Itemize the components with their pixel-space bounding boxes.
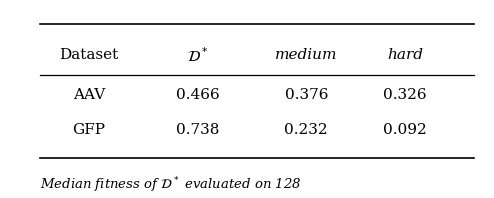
Text: hard: hard bbox=[387, 48, 423, 62]
Text: medium: medium bbox=[275, 48, 337, 62]
Text: 0.466: 0.466 bbox=[176, 88, 219, 102]
Text: 0.232: 0.232 bbox=[285, 123, 328, 137]
Text: $\mathcal{D}^*$: $\mathcal{D}^*$ bbox=[187, 46, 208, 65]
Text: AAV: AAV bbox=[73, 88, 105, 102]
Text: 0.092: 0.092 bbox=[383, 123, 427, 137]
Text: 0.376: 0.376 bbox=[285, 88, 328, 102]
Text: GFP: GFP bbox=[73, 123, 105, 137]
Text: Dataset: Dataset bbox=[59, 48, 119, 62]
Text: Median fitness of $\mathcal{D}^*$ evaluated on 128: Median fitness of $\mathcal{D}^*$ evalua… bbox=[40, 176, 301, 195]
Text: 0.326: 0.326 bbox=[383, 88, 427, 102]
Text: 0.738: 0.738 bbox=[176, 123, 219, 137]
